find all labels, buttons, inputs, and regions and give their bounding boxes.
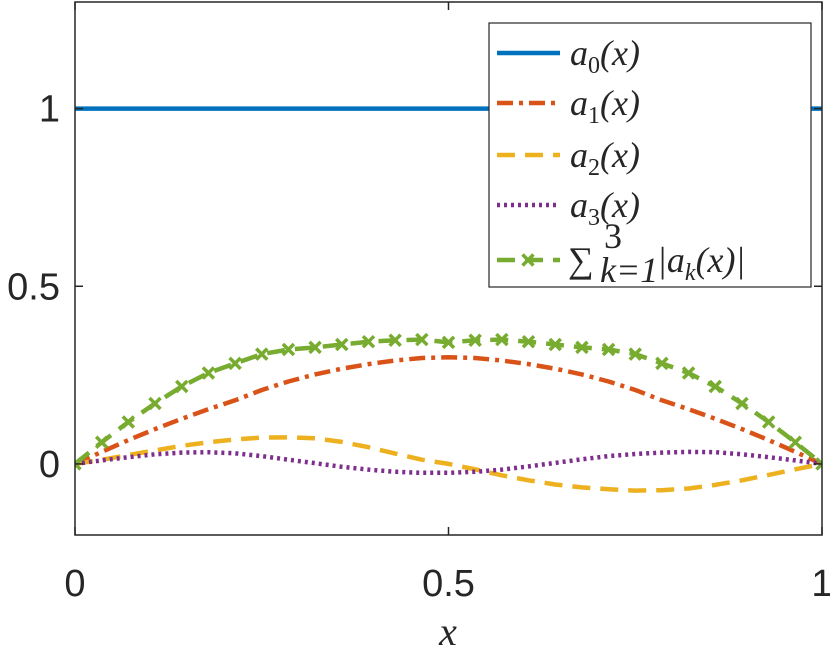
legend-label-1: a1(x): [570, 83, 640, 129]
series-marker-4: [601, 342, 616, 357]
series-line-2: [75, 435, 822, 493]
legend: a0(x)a1(x) a2(x)a3(x) ∑3k=1|ak(x)|: [488, 22, 812, 290]
legend-swatch-marker-4: [521, 253, 535, 267]
y-tick-label: 0.5: [7, 266, 60, 308]
legend-label-0: a0(x): [570, 33, 640, 79]
legend-sum-upper: 3: [604, 216, 622, 256]
series-marker-4: [575, 340, 589, 355]
y-tick-label: 0: [39, 444, 60, 486]
x-tick-label: 0: [64, 563, 85, 605]
series-marker-4: [495, 332, 509, 347]
x-tick-label: 0.5: [422, 563, 475, 605]
legend-label-4: |ak(x)|: [657, 240, 745, 286]
y-tick-label: 1: [39, 89, 60, 131]
x-axis-label-group: x: [438, 609, 457, 654]
series-marker-4: [415, 332, 429, 347]
series-marker-4: [255, 347, 269, 361]
legend-sum-symbol: ∑: [568, 240, 594, 280]
series-marker-4: [655, 356, 669, 371]
series-marker-4: [75, 457, 82, 471]
series-marker-4: [361, 334, 376, 349]
series-line-1: [75, 355, 822, 466]
series-marker-4: [468, 333, 482, 348]
series-marker-4: [441, 335, 456, 350]
x-axis-label: x: [438, 609, 457, 654]
series-marker-4: [548, 337, 562, 352]
series-marker-4: [761, 415, 776, 429]
series-marker-4: [388, 333, 402, 348]
series-marker-4: [735, 396, 749, 411]
legend-sum-lower: k=1: [600, 250, 658, 290]
series-marker-4: [94, 435, 109, 449]
series-layer: [75, 106, 822, 493]
series-line-3: [75, 449, 822, 476]
series-marker-4: [681, 366, 696, 380]
series-marker-4: [201, 366, 216, 380]
series-marker-4: [708, 379, 722, 394]
series-marker-4: [788, 435, 803, 449]
series-marker-4: [228, 356, 242, 371]
series-marker-4: [148, 396, 162, 411]
series-marker-4: [121, 415, 136, 429]
series-marker-4: [175, 379, 189, 394]
series-marker-4: [628, 347, 642, 361]
legend-label-3: a3(x): [570, 185, 640, 231]
legend-label-2: a2(x): [570, 135, 640, 181]
x-tick-label: 1: [811, 563, 830, 605]
series-marker-4: [815, 457, 822, 471]
series-marker-4: [308, 340, 322, 355]
series-marker-4: [281, 342, 296, 357]
series-marker-4: [335, 337, 349, 352]
frame-layer: 0 0.5 1 0 0.5 1: [7, 1, 830, 605]
series-marker-4: [521, 334, 536, 349]
